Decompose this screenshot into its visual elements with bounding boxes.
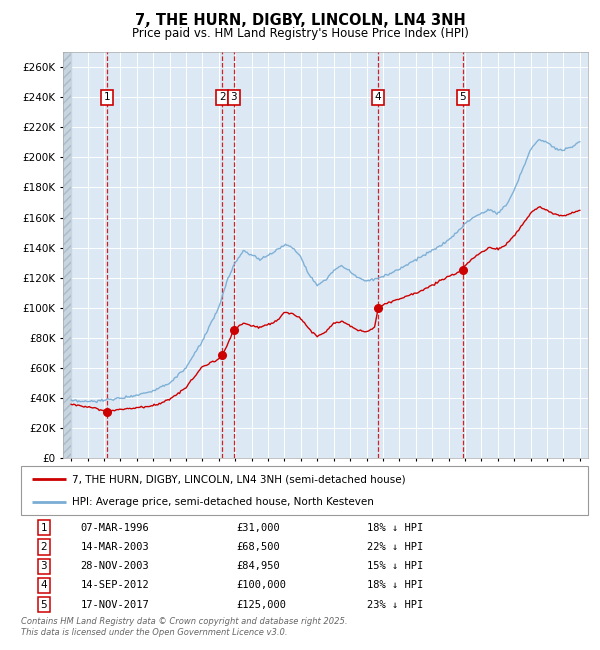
Text: £84,950: £84,950 <box>236 561 280 571</box>
Text: £125,000: £125,000 <box>236 600 286 610</box>
Text: 3: 3 <box>40 561 47 571</box>
Text: 2: 2 <box>40 542 47 552</box>
Text: £31,000: £31,000 <box>236 523 280 532</box>
Text: 15% ↓ HPI: 15% ↓ HPI <box>367 561 423 571</box>
Text: 17-NOV-2017: 17-NOV-2017 <box>80 600 149 610</box>
Text: 2: 2 <box>219 92 226 102</box>
Text: Contains HM Land Registry data © Crown copyright and database right 2025.
This d: Contains HM Land Registry data © Crown c… <box>21 618 347 637</box>
Text: 3: 3 <box>230 92 237 102</box>
Bar <box>63 52 71 458</box>
Text: 7, THE HURN, DIGBY, LINCOLN, LN4 3NH (semi-detached house): 7, THE HURN, DIGBY, LINCOLN, LN4 3NH (se… <box>72 474 406 484</box>
Text: 5: 5 <box>460 92 466 102</box>
Text: 22% ↓ HPI: 22% ↓ HPI <box>367 542 423 552</box>
Text: HPI: Average price, semi-detached house, North Kesteven: HPI: Average price, semi-detached house,… <box>72 497 374 506</box>
Text: 1: 1 <box>40 523 47 532</box>
Text: £100,000: £100,000 <box>236 580 286 590</box>
Text: 4: 4 <box>40 580 47 590</box>
Text: 7, THE HURN, DIGBY, LINCOLN, LN4 3NH: 7, THE HURN, DIGBY, LINCOLN, LN4 3NH <box>134 13 466 28</box>
Text: 23% ↓ HPI: 23% ↓ HPI <box>367 600 423 610</box>
Text: 5: 5 <box>40 600 47 610</box>
Text: 14-SEP-2012: 14-SEP-2012 <box>80 580 149 590</box>
Text: 14-MAR-2003: 14-MAR-2003 <box>80 542 149 552</box>
Bar <box>63 52 71 458</box>
Text: 1: 1 <box>104 92 110 102</box>
Text: 28-NOV-2003: 28-NOV-2003 <box>80 561 149 571</box>
Text: 07-MAR-1996: 07-MAR-1996 <box>80 523 149 532</box>
Text: Price paid vs. HM Land Registry's House Price Index (HPI): Price paid vs. HM Land Registry's House … <box>131 27 469 40</box>
Text: 18% ↓ HPI: 18% ↓ HPI <box>367 580 423 590</box>
Text: £68,500: £68,500 <box>236 542 280 552</box>
Text: 4: 4 <box>375 92 382 102</box>
FancyBboxPatch shape <box>21 466 588 515</box>
Text: 18% ↓ HPI: 18% ↓ HPI <box>367 523 423 532</box>
